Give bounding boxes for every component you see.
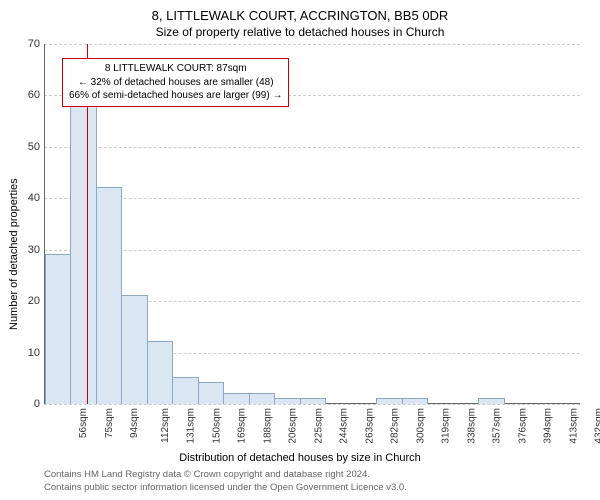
grid-line xyxy=(44,44,580,45)
histogram-bar xyxy=(96,187,123,404)
x-axis-title: Distribution of detached houses by size … xyxy=(0,452,600,464)
grid-line xyxy=(44,198,580,199)
x-tick-label: 112sqm xyxy=(159,408,170,443)
annotation-line-3: 66% of semi-detached houses are larger (… xyxy=(69,89,282,103)
grid-line xyxy=(44,404,580,405)
x-tick-label: 282sqm xyxy=(390,408,401,444)
x-tick-label: 75sqm xyxy=(104,408,115,438)
x-tick-label: 319sqm xyxy=(441,408,452,444)
histogram-bar xyxy=(172,377,199,404)
histogram-bar xyxy=(274,398,301,404)
chart-title-sub: Size of property relative to detached ho… xyxy=(0,23,600,39)
histogram-bar xyxy=(376,398,403,404)
x-tick-label: 394sqm xyxy=(543,408,554,444)
annotation-line-2: ← 32% of detached houses are smaller (48… xyxy=(69,76,282,90)
x-tick-label: 376sqm xyxy=(517,408,528,444)
grid-line xyxy=(44,147,580,148)
x-tick-label: 56sqm xyxy=(78,408,89,438)
x-tick-label: 338sqm xyxy=(466,408,477,444)
x-tick-label: 244sqm xyxy=(339,408,350,444)
histogram-bar xyxy=(121,295,148,404)
x-tick-label: 432sqm xyxy=(594,408,600,444)
y-tick-label: 60 xyxy=(12,89,40,101)
x-tick-label: 150sqm xyxy=(211,408,222,444)
histogram-bar xyxy=(198,382,225,404)
histogram-bar xyxy=(402,398,429,404)
x-tick-label: 225sqm xyxy=(313,408,324,444)
histogram-bar xyxy=(45,254,72,404)
y-tick-label: 70 xyxy=(12,38,40,50)
y-tick-label: 30 xyxy=(12,244,40,256)
chart-title-main: 8, LITTLEWALK COURT, ACCRINGTON, BB5 0DR xyxy=(0,0,600,23)
y-tick-label: 0 xyxy=(12,398,40,410)
x-tick-label: 94sqm xyxy=(129,408,140,438)
x-tick-label: 413sqm xyxy=(569,408,580,444)
x-tick-label: 169sqm xyxy=(237,408,248,444)
y-tick-label: 40 xyxy=(12,192,40,204)
y-tick-label: 10 xyxy=(12,347,40,359)
histogram-bar xyxy=(223,393,250,404)
attribution-text: Contains HM Land Registry data © Crown c… xyxy=(44,469,407,494)
x-tick-label: 206sqm xyxy=(288,408,299,444)
x-tick-label: 263sqm xyxy=(364,408,375,444)
x-tick-label: 131sqm xyxy=(186,408,197,444)
attribution-line-1: Contains HM Land Registry data © Crown c… xyxy=(44,469,407,481)
histogram-bar xyxy=(70,105,97,404)
annotation-box: 8 LITTLEWALK COURT: 87sqm← 32% of detach… xyxy=(62,58,289,107)
histogram-bar xyxy=(300,398,327,404)
histogram-bar xyxy=(249,393,276,404)
y-tick-label: 20 xyxy=(12,295,40,307)
histogram-bar xyxy=(147,341,174,404)
histogram-bar xyxy=(478,398,505,404)
x-tick-label: 188sqm xyxy=(262,408,273,444)
grid-line xyxy=(44,250,580,251)
y-tick-label: 50 xyxy=(12,141,40,153)
x-tick-label: 357sqm xyxy=(492,408,503,444)
chart-plot-area: 8 LITTLEWALK COURT: 87sqm← 32% of detach… xyxy=(44,44,580,404)
attribution-line-2: Contains public sector information licen… xyxy=(44,482,407,494)
annotation-line-1: 8 LITTLEWALK COURT: 87sqm xyxy=(69,62,282,76)
x-tick-label: 300sqm xyxy=(415,408,426,444)
